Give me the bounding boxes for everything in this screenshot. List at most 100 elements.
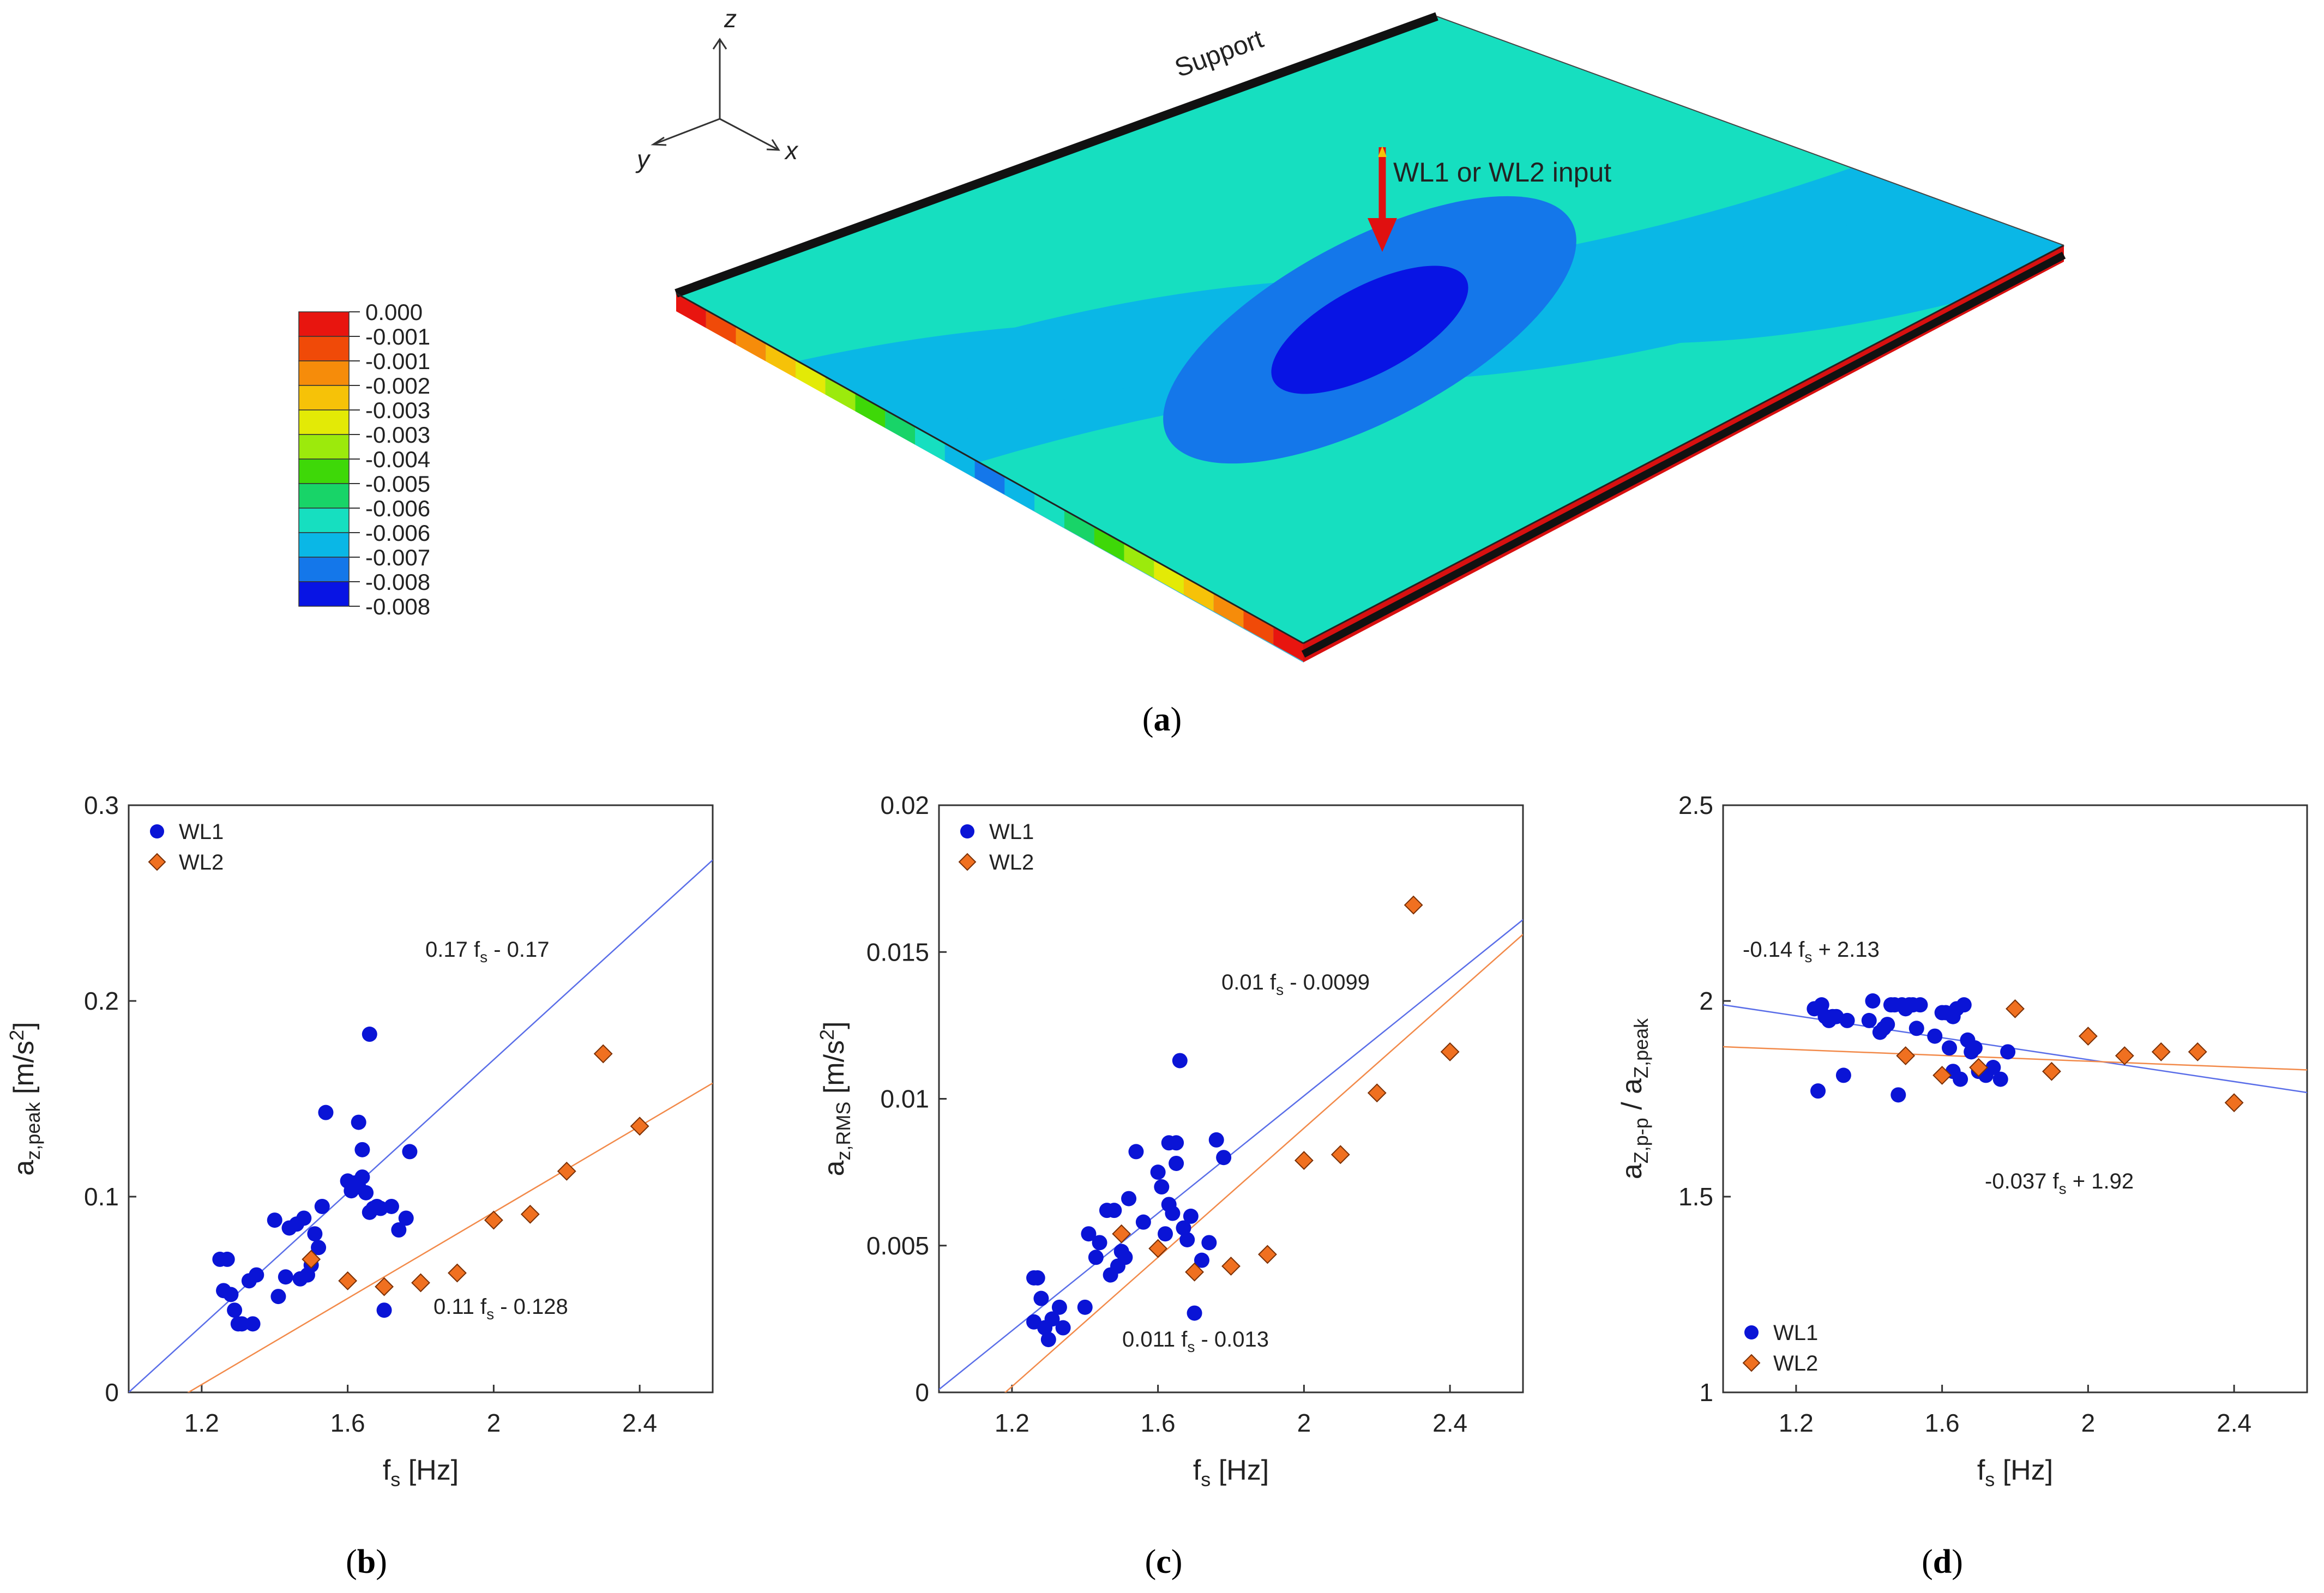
legend-marker-wl2 <box>148 853 166 871</box>
y-axis-label-part: 2 <box>5 1030 28 1041</box>
colorbar-swatch <box>298 458 350 484</box>
plot-frame <box>938 804 1524 1393</box>
point-wl2 <box>2224 1093 2244 1113</box>
point-wl1 <box>354 1142 370 1157</box>
axis-x-label: x <box>784 136 799 165</box>
colorbar-label: -0.003 <box>365 397 430 423</box>
x-tick-label: 2 <box>2081 1409 2096 1437</box>
point-wl1 <box>351 1114 366 1130</box>
colorbar-label: -0.006 <box>365 520 430 546</box>
point-wl2 <box>593 1044 613 1064</box>
point-wl1 <box>1040 1332 1056 1348</box>
legend-label-wl2: WL2 <box>179 850 224 874</box>
caption-c: (c) <box>1145 1543 1183 1580</box>
y-axis-label-part: a <box>818 1161 850 1176</box>
fit-equation-wl1: 0.01 fs - 0.0099 <box>1221 970 1370 998</box>
y-tick-label: 0.005 <box>866 1232 929 1260</box>
point-wl1 <box>1121 1191 1137 1206</box>
caption-paren: ) <box>376 1543 387 1580</box>
slab-front-band <box>944 443 975 478</box>
point-wl2 <box>557 1161 576 1181</box>
point-wl1 <box>1169 1135 1184 1151</box>
colorbar-label: -0.001 <box>365 324 430 349</box>
point-wl1 <box>1201 1235 1217 1251</box>
point-wl1 <box>354 1169 370 1185</box>
point-wl1 <box>1158 1226 1173 1242</box>
colorbar-label: -0.001 <box>365 348 430 374</box>
point-wl2 <box>2078 1027 2098 1046</box>
point-wl1 <box>314 1198 330 1214</box>
point-wl1 <box>1179 1232 1195 1247</box>
slab-front-band <box>1064 510 1094 545</box>
y-axis-label-part: [m/s <box>818 1040 850 1102</box>
slab-back-right-edge <box>1436 16 2064 246</box>
x-tick-label: 1.6 <box>330 1409 365 1437</box>
point-wl2 <box>1148 1239 1168 1258</box>
point-wl1 <box>398 1210 414 1226</box>
caption-letter: d <box>1933 1543 1952 1580</box>
point-wl1 <box>1194 1252 1209 1268</box>
point-wl1 <box>1092 1235 1107 1251</box>
fit-equation-wl2: 0.11 fs - 0.128 <box>434 1295 568 1323</box>
chart-d: 1.2 1.6 2 2.411.522.5fs [Hz]aZ,p-p / aZ,pea… <box>1616 791 2308 1580</box>
legend-marker-wl1 <box>960 824 974 838</box>
point-wl2 <box>338 1271 358 1290</box>
colorbar-swatch <box>298 434 350 460</box>
slab-front-band <box>1094 527 1124 562</box>
colorbar-label: -0.008 <box>365 569 430 595</box>
point-wl2 <box>1404 895 1423 915</box>
point-wl2 <box>630 1117 649 1136</box>
y-tick-label: 0 <box>105 1378 119 1407</box>
y-tick-label: 1 <box>1699 1378 1713 1407</box>
legend-marker-wl1 <box>1744 1325 1759 1339</box>
fit-equation-part: + 1.92 <box>2067 1169 2134 1193</box>
fit-equation-wl2: -0.037 fs + 1.92 <box>1985 1169 2134 1197</box>
x-tick-label: 1.2 <box>1779 1409 1814 1437</box>
colorbar-label: -0.008 <box>365 594 430 619</box>
fit-equation-part: s <box>1804 949 1812 966</box>
point-wl1 <box>1055 1320 1071 1336</box>
legend-label-wl1: WL1 <box>1773 1321 1818 1345</box>
colorbar-swatch <box>298 409 350 435</box>
caption-a: (a) <box>1142 701 1182 738</box>
slab-front-band <box>1273 626 1303 661</box>
fit-equation-part: s <box>2059 1180 2067 1197</box>
y-axis-label: aZ,p-p / aZ,peak <box>1616 1018 1652 1179</box>
y-axis-label-part: / a <box>1616 1078 1648 1118</box>
slab-front-band <box>915 426 945 462</box>
point-wl1 <box>1150 1164 1166 1180</box>
point-wl1 <box>227 1302 243 1318</box>
point-wl1 <box>1033 1290 1049 1306</box>
point-wl2 <box>448 1263 467 1283</box>
x-tick-label: 2.4 <box>1432 1409 1467 1437</box>
legend-label-wl1: WL1 <box>179 820 224 844</box>
point-wl1 <box>1077 1299 1093 1315</box>
fit-equation-part: 0.17 f <box>425 938 480 962</box>
point-wl1 <box>1081 1226 1097 1242</box>
slab-front-band <box>1034 493 1064 528</box>
x-tick-label: 1.6 <box>1141 1409 1176 1437</box>
fit-equation-part: s <box>1276 981 1284 998</box>
colorbar-swatch <box>298 385 350 411</box>
point-wl1 <box>1135 1214 1151 1230</box>
colorbar-label: -0.007 <box>365 545 430 570</box>
caption-paren: ) <box>1952 1543 1963 1580</box>
slab-top-surface <box>676 16 2064 643</box>
colorbar-swatch <box>298 557 350 582</box>
fit-equation-part: 0.11 f <box>434 1295 487 1319</box>
point-wl1 <box>1029 1270 1045 1286</box>
fit-line-wl2 <box>1004 934 1523 1392</box>
point-wl1 <box>1183 1208 1199 1224</box>
point-wl2 <box>1185 1262 1204 1282</box>
fit-equation-part: 0.01 f <box>1221 970 1277 994</box>
slab-front-band <box>1154 560 1184 595</box>
axis-z-label: z <box>724 4 737 33</box>
y-axis-label: az,RMS [m/s2] <box>816 1021 854 1176</box>
x-tick-label: 2 <box>1297 1409 1311 1437</box>
point-wl1 <box>1908 1021 1924 1036</box>
fit-equation-part: s <box>486 1306 494 1323</box>
legend-marker-wl1 <box>150 824 164 838</box>
caption-paren: ( <box>346 1543 357 1580</box>
